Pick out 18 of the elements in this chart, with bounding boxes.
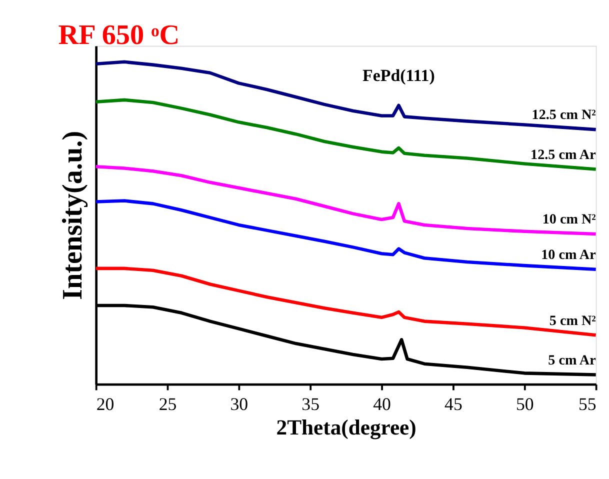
- series-label: 12.5 cm N²: [532, 107, 596, 124]
- x-axis-title: 2Theta(degree): [276, 415, 416, 440]
- chart-title: RF 650 ᵒC: [58, 20, 180, 51]
- series-label: 5 cm Ar: [548, 352, 596, 368]
- series-label: 10 cm N²: [542, 212, 596, 228]
- series-label: 5 cm N²: [549, 312, 596, 329]
- y-axis-title: Intensity(a.u.): [57, 130, 88, 300]
- x-tick-label: 30: [230, 394, 248, 414]
- x-tick-label: 20: [96, 394, 114, 414]
- annotation: FePd(111): [362, 66, 435, 85]
- x-tick-label: 25: [158, 394, 177, 414]
- x-tick-label: 45: [444, 394, 462, 414]
- x-tick-label: 40: [373, 394, 392, 414]
- x-tick-label: 55: [578, 394, 596, 414]
- x-tick-label: 50: [516, 394, 534, 414]
- series-label: 10 cm Ar: [541, 247, 596, 264]
- series-label: 12.5 cm Ar: [530, 146, 596, 163]
- x-tick-label: 35: [302, 394, 320, 414]
